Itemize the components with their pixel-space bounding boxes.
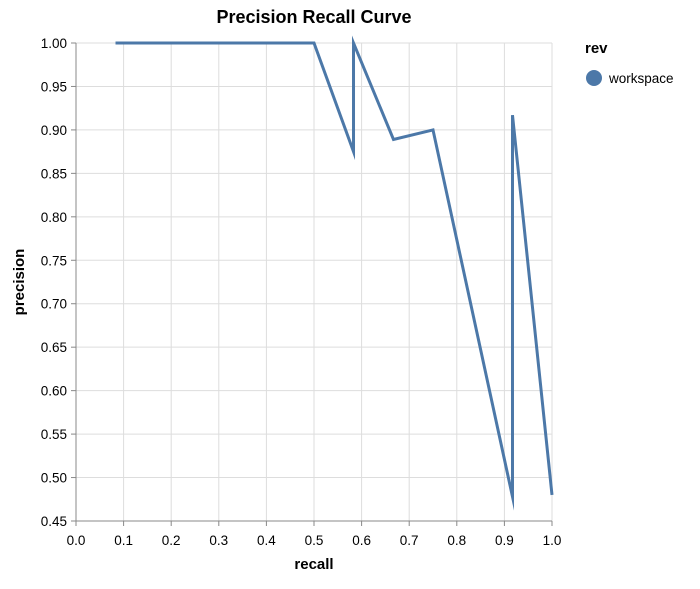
y-tick-label: 0.75 xyxy=(41,253,67,268)
x-tick-label: 0.9 xyxy=(495,533,514,548)
legend: rev workspace xyxy=(585,40,674,86)
y-tick-label: 0.55 xyxy=(41,427,67,442)
y-tick-label: 0.90 xyxy=(41,123,67,138)
x-tick-label: 0.1 xyxy=(114,533,133,548)
y-tick-label: 0.65 xyxy=(41,340,67,355)
legend-title: rev xyxy=(585,40,608,57)
x-tick-label: 0.0 xyxy=(67,533,86,548)
x-tick-label: 0.4 xyxy=(257,533,276,548)
chart-title: Precision Recall Curve xyxy=(216,7,411,27)
series-line-workspace xyxy=(115,35,554,511)
y-tick-label: 0.60 xyxy=(41,384,67,399)
series-layer xyxy=(115,35,554,511)
x-tick-label: 0.6 xyxy=(352,533,371,548)
y-tick-label: 0.80 xyxy=(41,210,67,225)
legend-label-workspace: workspace xyxy=(608,71,674,86)
x-tick-label: 0.5 xyxy=(305,533,324,548)
legend-symbol-workspace xyxy=(586,70,602,86)
y-tick-label: 0.70 xyxy=(41,297,67,312)
x-tick-label: 0.7 xyxy=(400,533,419,548)
y-tick-label: 0.95 xyxy=(41,79,67,94)
axis-layer: 0.0 0.1 0.2 0.3 0.4 0.5 0.6 0.7 0.8 0.9 1.0 0.45 0.5… xyxy=(41,36,562,548)
y-tick-label: 0.85 xyxy=(41,166,67,181)
grid-layer xyxy=(75,42,553,522)
x-tick-label: 0.8 xyxy=(447,533,466,548)
x-tick-label: 0.3 xyxy=(209,533,228,548)
x-tick-label: 1.0 xyxy=(543,533,562,548)
y-tick-label: 0.50 xyxy=(41,471,67,486)
y-tick-label: 1.00 xyxy=(41,36,67,51)
y-tick-label: 0.45 xyxy=(41,514,67,529)
x-axis-title: recall xyxy=(294,556,333,573)
y-axis-title: precision xyxy=(11,249,28,316)
x-tick-label: 0.2 xyxy=(162,533,181,548)
